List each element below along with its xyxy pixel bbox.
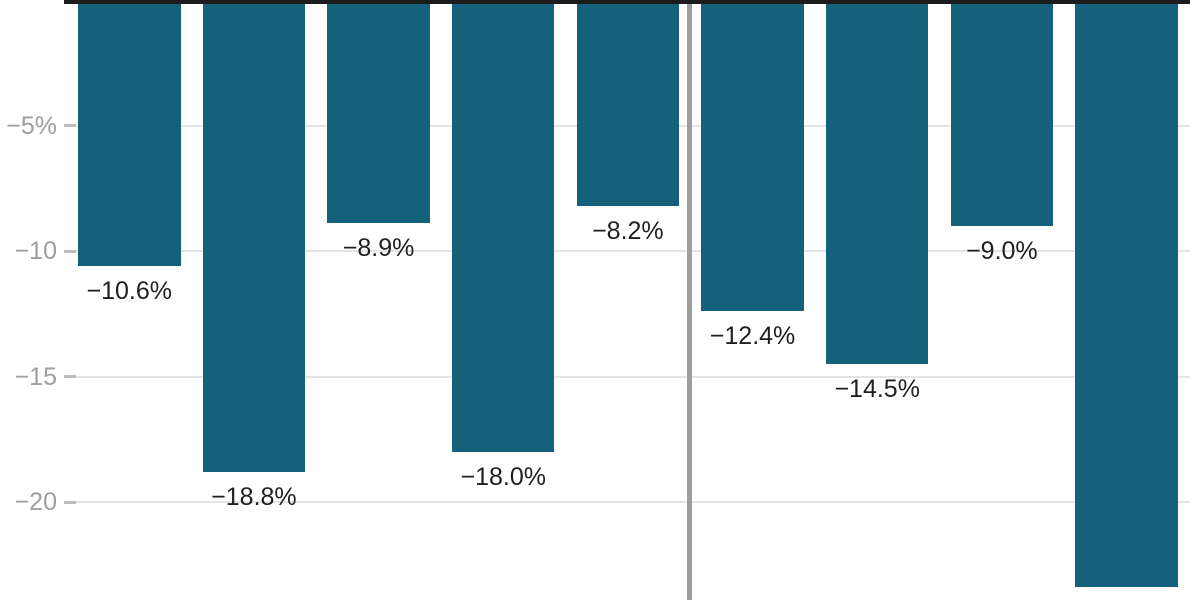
y-axis-tick-label: −15 (14, 362, 57, 391)
gridline (64, 501, 1190, 503)
bar-value-label: −10.6% (86, 277, 173, 306)
y-axis-tick-label: −5% (6, 111, 57, 140)
bar-value-label: −14.5% (834, 374, 920, 403)
y-axis-tick-mark (64, 500, 76, 504)
bar-value-label: −9.0% (966, 236, 1038, 265)
bar (701, 0, 804, 312)
bar-value-label: −8.2% (592, 216, 664, 245)
gridline (64, 375, 1190, 378)
plot-area: −10.6% −18.8% −8.9% −18.0% −8.2% −12.4% −14.5%… (64, 0, 1190, 600)
bar (78, 0, 181, 267)
gridline (64, 250, 1190, 252)
bar (825, 0, 929, 364)
bar-value-label: −8.9% (342, 234, 415, 263)
bar (1075, 0, 1178, 588)
y-axis-tick-mark (64, 375, 76, 378)
bar-value-label: −18.8% (211, 482, 297, 511)
bar (202, 0, 306, 472)
bar (950, 0, 1054, 226)
y-axis-tick-mark (64, 249, 76, 253)
bar (451, 0, 555, 452)
bar (576, 0, 680, 206)
bar-value-label: −12.4% (709, 322, 796, 351)
y-axis-tick-label: −10 (14, 237, 57, 265)
zero-axis-line (64, 0, 1190, 4)
bar-value-label: −18.0% (460, 462, 546, 491)
y-axis-tick-label: −20 (14, 488, 57, 516)
y-axis-tick-mark (64, 124, 76, 127)
group-divider-line (686, 0, 692, 600)
bar (327, 0, 430, 224)
